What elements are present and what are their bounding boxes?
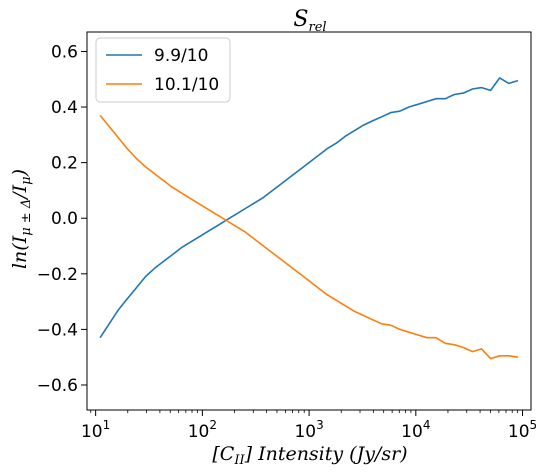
y-tick-label-2: −0.4 (37, 320, 78, 340)
x-tick-label-2: 102 (188, 418, 217, 442)
x-tick-label-4: 104 (401, 418, 430, 442)
series-line-2 (99, 114, 519, 360)
x-tick-label-3: 103 (294, 418, 323, 442)
x-axis-title: [CII] Intensity (Jy/sr) (212, 443, 407, 468)
y-tick-label-1: −0.6 (37, 376, 78, 396)
x-tick-label-1: 101 (81, 418, 110, 442)
y-tick-label-5: 0.2 (51, 154, 78, 174)
legend-label-series-1: 9.9/10 (154, 46, 208, 66)
y-tick-label-6: 0.4 (51, 98, 78, 118)
chart-title: Srel (293, 7, 326, 35)
series-layer (99, 77, 519, 360)
y-tick-label-7: 0.6 (51, 42, 78, 62)
x-axis: 101 102 103 104 105 (81, 410, 537, 442)
y-axis: −0.6 −0.4 −0.2 0.0 0.2 0.4 0.6 (37, 42, 87, 396)
y-axis-title: ln(Iμ ± Δ/Iμ) (9, 169, 34, 269)
series-line-1 (99, 77, 519, 339)
y-tick-label-4: 0.0 (51, 209, 78, 229)
y-tick-label-3: −0.2 (37, 265, 78, 285)
legend-frame (95, 37, 231, 103)
legend-label-series-2: 10.1/10 (154, 75, 219, 95)
legend: 9.9/10 10.1/10 (95, 37, 231, 103)
x-tick-label-5: 105 (508, 418, 537, 442)
